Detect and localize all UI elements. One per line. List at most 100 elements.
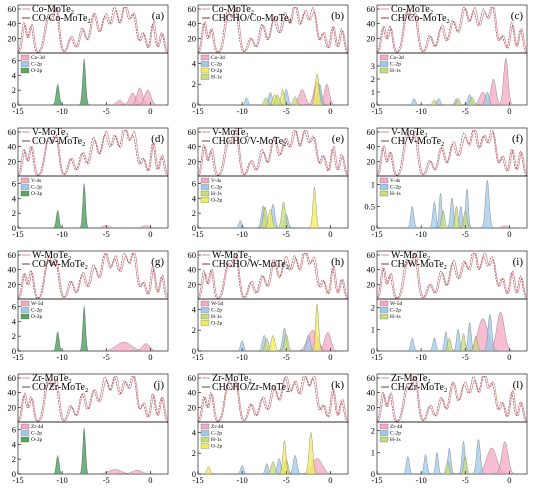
legend-subscript: 2: [248, 378, 251, 385]
legend-subscript: 2: [286, 264, 289, 271]
legend-subscript: 2: [85, 387, 88, 394]
legend-subscript: 2: [65, 132, 68, 139]
x-tick-label: 0: [148, 475, 152, 485]
x-tick-label: 0: [148, 352, 152, 362]
pdos-peak: [427, 99, 441, 106]
pdos-legend-label: O-2p: [31, 191, 43, 197]
tdos-y-tick-label: 40: [8, 388, 17, 398]
pdos-y-tick-label: 4: [12, 193, 17, 203]
x-tick-label: -15: [192, 229, 203, 239]
x-tick-label: -15: [192, 352, 203, 362]
pdos-legend-swatch: [200, 197, 210, 203]
tdos-y-tick-label: 60: [188, 250, 197, 260]
pdos-peak: [479, 179, 495, 229]
tdos-y-tick-label: 20: [8, 156, 17, 166]
pdos-peak: [431, 451, 443, 475]
x-tick-label: -15: [371, 352, 382, 362]
tdos-y-tick-label: 60: [8, 250, 17, 260]
pdos-legend-label: Zr-4d: [211, 424, 224, 430]
pdos-legend-label: O-2p: [31, 437, 43, 443]
legend-label: Co-MoTe2: [212, 4, 254, 16]
legend-label: W-MoTe2: [32, 250, 71, 262]
tdos-adsorbed-line: [197, 7, 348, 53]
pdos-peak: [202, 466, 216, 475]
pdos-peak: [496, 57, 516, 106]
pdos-legend-label: C-2p: [390, 62, 401, 68]
x-tick-label: -5: [462, 229, 469, 239]
pdos-legend-label: C-2p: [211, 308, 222, 314]
pdos-y-tick-label: 4: [192, 193, 197, 203]
pdos-y-tick-label: 2: [371, 74, 375, 84]
tdos-y-tick-label: 60: [367, 127, 376, 137]
pdos-legend-swatch: [379, 307, 389, 313]
tdos-y-tick-label: 20: [8, 402, 17, 412]
tdos-adsorbed-line: [17, 253, 168, 299]
x-tick-label: -10: [415, 352, 426, 362]
pdos-legend-swatch: [200, 67, 210, 74]
panel-tag: (g): [151, 256, 164, 268]
pdos-legend-swatch: [200, 300, 210, 307]
pdos-peak: [303, 432, 319, 475]
tdos-y-tick-label: 60: [8, 373, 17, 383]
tdos-y-tick-label: 20: [188, 402, 197, 412]
pdos-legend-swatch: [20, 313, 30, 320]
pdos-legend-swatch: [20, 67, 30, 74]
pdos-legend-label: C-2p: [31, 185, 42, 191]
pdos-y-tick-label: 0.5: [364, 201, 375, 211]
pdos-y-tick-label: 2: [192, 325, 196, 335]
tdos-y-tick-label: 60: [8, 4, 17, 14]
pdos-peak: [265, 335, 281, 352]
pdos-y-tick-label: 2: [371, 303, 375, 313]
pdos-legend-swatch: [200, 54, 210, 61]
pdos-legend-label: C-2p: [211, 185, 222, 191]
tdos-y-tick-label: 40: [367, 19, 376, 29]
tdos-adsorbed-line: [376, 253, 527, 299]
pdos-peak: [307, 186, 321, 229]
legend-subscript: 2: [251, 9, 254, 16]
pdos-legend-swatch: [200, 313, 210, 320]
legend-label: CH/Co-MoTe2: [391, 13, 450, 25]
pdos-y-tick-label: 4: [12, 439, 17, 449]
legend-label: Zr-MoTe2: [391, 373, 431, 385]
legend-subscript: 2: [427, 255, 430, 262]
pdos-legend-label: O-2p: [211, 68, 223, 74]
legend-subscript: 2: [430, 9, 433, 16]
pdos-peak: [130, 225, 162, 229]
pdos-legend-swatch: [200, 184, 210, 190]
pdos-peak: [441, 460, 455, 475]
pdos-legend-label: C-2p: [211, 431, 222, 437]
pdos-legend-label: O-2p: [211, 444, 223, 450]
pdos-y-tick-label: 2: [12, 454, 16, 464]
x-tick-label: -5: [462, 475, 469, 485]
pdos-y-tick-label: 6: [12, 301, 16, 311]
pdos-peak: [401, 456, 415, 475]
pdos-y-tick-label: 0: [12, 469, 16, 479]
tdos-pristine-line: [376, 376, 528, 423]
pdos-legend-swatch: [20, 430, 30, 436]
x-tick-label: -5: [103, 352, 110, 362]
x-tick-label: -5: [462, 106, 469, 116]
pdos-legend-label: W-5d: [390, 301, 402, 307]
legend-label: Zr-MoTe2: [32, 373, 72, 385]
pdos-peak: [51, 83, 65, 106]
pdos-legend-swatch: [379, 430, 389, 436]
pdos-legend-swatch: [200, 190, 210, 197]
pdos-y-tick-label: 4: [192, 304, 197, 314]
pdos-legend-swatch: [200, 307, 210, 313]
x-tick-label: 0: [507, 106, 511, 116]
pdos-legend-label: W-5d: [31, 301, 43, 307]
legend-subscript: 2: [289, 18, 292, 25]
pdos-peak: [235, 465, 249, 475]
pdos-legend-swatch: [379, 423, 389, 430]
pdos-legend-label: Zr-4d: [31, 424, 44, 430]
pdos-y-tick-label: 0: [192, 100, 196, 110]
panel-tag: (e): [332, 133, 345, 145]
pdos-y-tick-label: 6: [12, 424, 16, 434]
pdos-peak: [277, 440, 292, 475]
tdos-y-tick-label: 60: [188, 373, 197, 383]
